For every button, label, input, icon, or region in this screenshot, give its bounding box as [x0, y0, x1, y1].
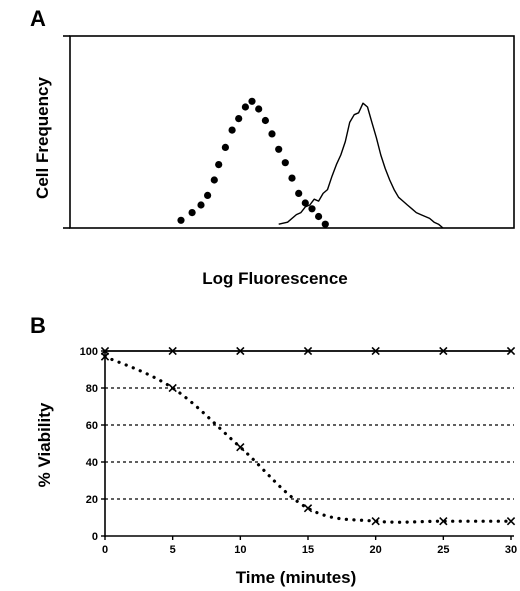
- panel-a-series-0-point: [268, 130, 276, 138]
- panel-a-series-0-point: [315, 212, 323, 221]
- panel-a-series-0-point: [288, 174, 296, 182]
- panel-b-y-tick-label: 0: [92, 531, 98, 543]
- panel-b-series-1-line: [103, 355, 513, 524]
- panel-b-series-0-point: [168, 346, 177, 356]
- panel-b-series-1-point: [371, 517, 380, 526]
- panel-b-y-tick-label: 20: [86, 494, 98, 506]
- panel-b-series: [100, 346, 516, 526]
- panel-a-series-0-point: [255, 105, 263, 113]
- panel-a-series-0-point: [321, 220, 329, 228]
- panel-b-series-1-point: [100, 352, 110, 361]
- panel-b-x-tick-label: 20: [370, 544, 382, 556]
- panel-a-series-0-point: [261, 116, 269, 125]
- panel-b-gridlines: [105, 387, 514, 500]
- panel-b-y-tick-label: 60: [86, 420, 98, 432]
- panel-a-series-0-point: [210, 176, 218, 184]
- panel-a-series-0-point: [221, 143, 229, 151]
- panel-a-series: [177, 97, 444, 229]
- panel-b-x-axis-title: Time (minutes): [236, 568, 357, 587]
- panel-b-label: B: [30, 313, 46, 338]
- panel-b-x-tick-label: 0: [102, 544, 108, 556]
- panel-b-x-ticks: 0 5 10 15 20 25 30: [102, 536, 517, 556]
- panel-b-y-tick-label: 100: [80, 346, 98, 358]
- panel-a-series-0-point: [275, 145, 283, 153]
- panel-b-series-0-point: [439, 346, 448, 356]
- panel-a-series-0-point: [188, 209, 196, 217]
- panel-b-y-tick-label: 80: [86, 383, 98, 395]
- panel-a-series-0-point: [215, 161, 223, 169]
- panel-b-series-0-point: [371, 346, 380, 356]
- panel-a-series-0-point: [197, 201, 205, 209]
- panel-b-series-1-point: [236, 443, 245, 452]
- panel-b-series-0-point: [303, 346, 313, 356]
- panel-b-x-tick-label: 25: [437, 544, 449, 556]
- panel-a: A Cell Frequency Log Fluorescence: [30, 6, 515, 288]
- panel-a-x-axis-title: Log Fluorescence: [202, 269, 347, 288]
- panel-a-series-0-point: [308, 205, 316, 213]
- panel-a-series-0-point: [301, 199, 309, 207]
- panel-b-series-1-point: [168, 383, 177, 393]
- panel-b-y-tick-label: 40: [86, 457, 98, 469]
- panel-a-series-0-point: [241, 103, 249, 111]
- panel-a-series-0-point: [204, 191, 212, 199]
- panel-a-plot-frame: [69, 35, 515, 229]
- panel-a-series-0-point: [248, 97, 256, 105]
- panel-b-series-0-point: [236, 346, 245, 356]
- panel-a-series-0-point: [228, 126, 236, 134]
- panel-b-x-tick-label: 15: [302, 544, 314, 556]
- panel-b-y-ticks: 0 20 40 60 80 100: [80, 346, 105, 543]
- panel-a-series-1-line: [278, 102, 444, 229]
- panel-b-series-1-point: [439, 517, 448, 526]
- panel-a-series-0-point: [177, 216, 185, 224]
- panel-b-x-tick-label: 30: [505, 544, 517, 556]
- panel-b-x-tick-label: 10: [234, 544, 246, 556]
- panel-b-series-0-point: [506, 346, 516, 356]
- panel-a-y-axis-title: Cell Frequency: [33, 77, 52, 199]
- panel-a-series-0-point: [295, 189, 303, 197]
- panel-b-series-1-point: [506, 517, 516, 526]
- panel-a-label: A: [30, 6, 46, 31]
- panel-a-series-0-point: [235, 115, 243, 123]
- panel-b-y-axis-title: % Viability: [35, 402, 54, 487]
- panel-b-series-1-point: [303, 504, 313, 513]
- panel-b-x-tick-label: 5: [170, 544, 176, 556]
- panel-a-series-0-point: [281, 159, 289, 167]
